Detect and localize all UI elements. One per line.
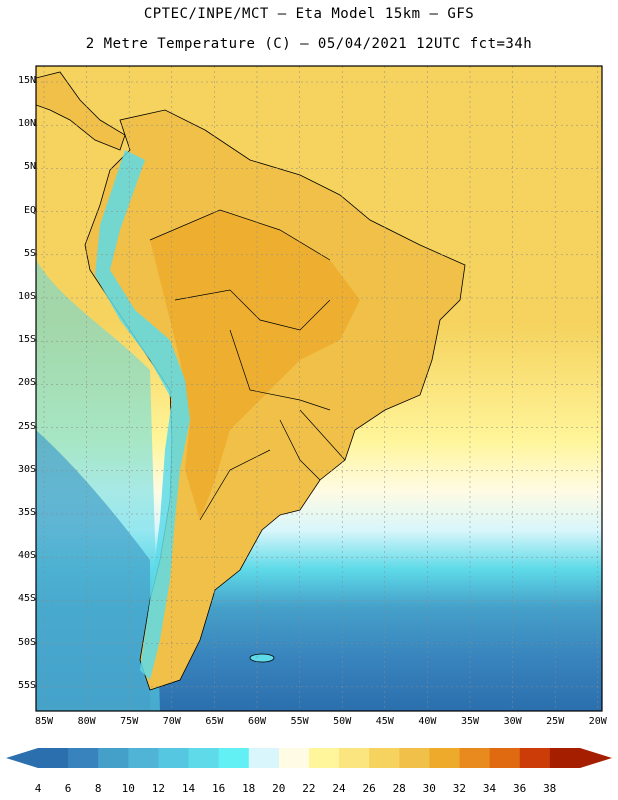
colorbar-label: 14: [181, 782, 196, 795]
lon-label: 25W: [546, 716, 565, 727]
lat-label: EQ: [23, 204, 36, 216]
colorbar-swatch: [98, 748, 129, 768]
central-america-land: [36, 71, 126, 151]
lat-label: 5S: [23, 247, 36, 259]
lon-label: 65W: [205, 716, 224, 727]
colorbar-swatch: [429, 748, 461, 768]
colorbar-label: 20: [272, 782, 286, 795]
colorbar-label: 24: [332, 782, 346, 795]
colorbar-label: 38: [543, 782, 557, 795]
colorbar-label: 6: [64, 782, 72, 795]
colorbar-label: 22: [302, 782, 316, 795]
falkland-islands: [249, 653, 275, 663]
lon-label: 80W: [77, 716, 96, 727]
lat-label: 40S: [17, 550, 36, 562]
lon-label: 35W: [460, 716, 480, 727]
lat-label: 10S: [17, 291, 36, 302]
lat-label: 15N: [17, 75, 36, 86]
colorbar-swatch: [188, 748, 220, 768]
lon-label: 20W: [588, 716, 607, 727]
lat-label: 30S: [17, 463, 36, 475]
andes-cold-strip: [95, 150, 190, 680]
lat-label: 20S: [17, 377, 36, 389]
colorbar-label: 36: [512, 782, 527, 795]
interior-hot-zone: [150, 210, 360, 520]
colorbar-swatch: [218, 748, 250, 768]
colorbar-swatch: [339, 748, 370, 768]
lat-label: 50S: [17, 636, 36, 648]
colorbar-swatch: [278, 748, 310, 768]
colorbar-swatch: [369, 748, 400, 768]
lat-label: 45S: [17, 593, 36, 605]
map-subtitle: 2 Metre Temperature (C) – 05/04/2021 12U…: [85, 36, 533, 52]
colorbar-swatch: [248, 748, 280, 768]
lon-label: 70W: [162, 716, 181, 727]
colorbar: [6, 748, 612, 768]
colorbar-label: 16: [211, 782, 226, 795]
map-frame: [35, 65, 603, 712]
pacific-cold-zone: [36, 430, 150, 711]
lat-label: 55S: [17, 679, 36, 691]
colorbar-swatch: [489, 748, 521, 768]
lat-label: 10N: [17, 118, 36, 130]
colorbar-swatch: [399, 748, 430, 768]
colorbar-label: 4: [34, 782, 42, 795]
country-borders: [149, 209, 346, 521]
colorbar-swatch: [549, 748, 581, 768]
colorbar-left-arrow: [6, 748, 38, 768]
colorbar-label: 8: [94, 782, 102, 795]
lon-label: 60W: [247, 716, 267, 727]
map-title: CPTEC/INPE/MCT – Eta Model 15km – GFS: [143, 6, 475, 22]
lat-label: 5N: [23, 161, 36, 173]
lon-label: 55W: [290, 716, 309, 727]
lon-label: 30W: [503, 716, 522, 727]
colorbar-swatch: [38, 748, 69, 768]
lon-label: 40W: [418, 716, 437, 727]
lon-label: 45W: [375, 716, 394, 727]
lat-label: 25S: [17, 420, 36, 432]
colorbar-label: 18: [242, 782, 256, 795]
colorbar-swatch: [519, 748, 551, 768]
colorbar-label: 28: [392, 782, 406, 795]
colorbar-label: 12: [151, 782, 166, 795]
colorbar-swatch: [158, 748, 190, 768]
colorbar-label: 10: [121, 782, 135, 795]
lat-label: 15S: [17, 334, 36, 346]
lon-label: 50W: [333, 716, 352, 727]
colorbar-label: 34: [482, 782, 497, 795]
colorbar-swatch: [309, 748, 340, 768]
colorbar-label: 26: [362, 782, 376, 795]
colorbar-swatch: [68, 748, 99, 768]
colorbar-swatch: [128, 748, 159, 768]
colorbar-swatch: [459, 748, 491, 768]
colorbar-label: 30: [422, 782, 436, 795]
lon-label: 75W: [120, 716, 139, 727]
lat-label: 35S: [17, 507, 36, 518]
colorbar-label: 32: [452, 782, 467, 795]
colorbar-right-arrow: [580, 748, 612, 768]
graticule: [36, 66, 602, 711]
lon-label: 85W: [34, 716, 54, 727]
